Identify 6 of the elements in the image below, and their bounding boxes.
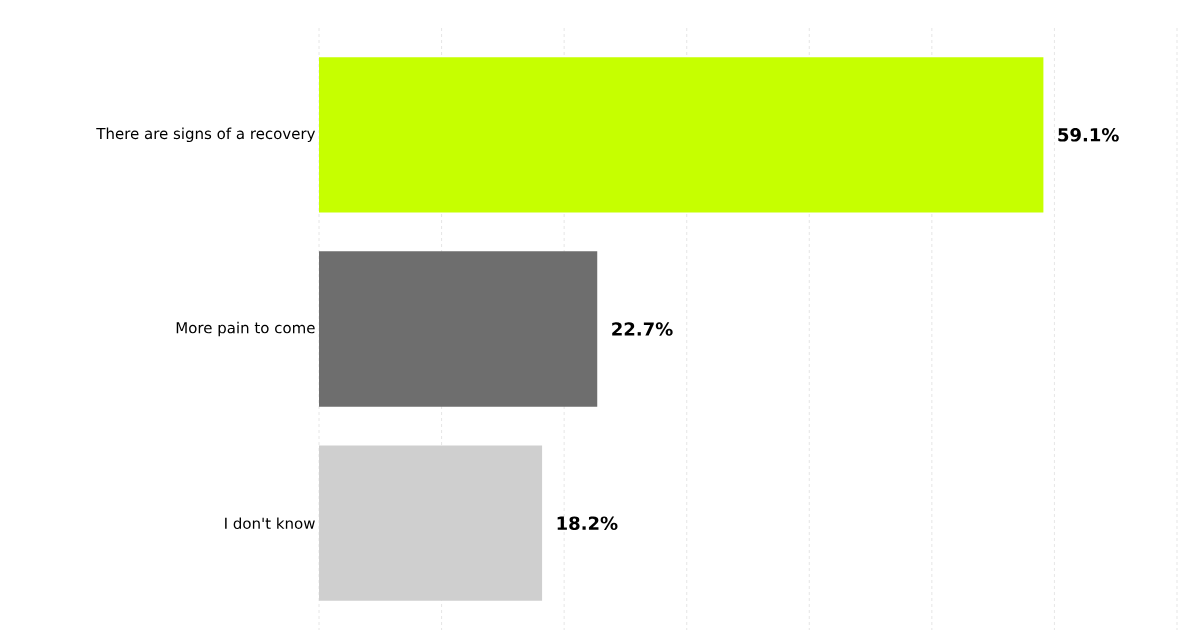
y-tick-label: I don't know (225, 517, 315, 530)
y-tick-label: More pain to come (176, 321, 315, 337)
data-label: 22.7% (612, 322, 673, 336)
data-label: 59.1% (1058, 128, 1119, 142)
y-tick-label: There are signs of a recovery (96, 127, 316, 143)
data-label: 18.2% (557, 516, 618, 531)
